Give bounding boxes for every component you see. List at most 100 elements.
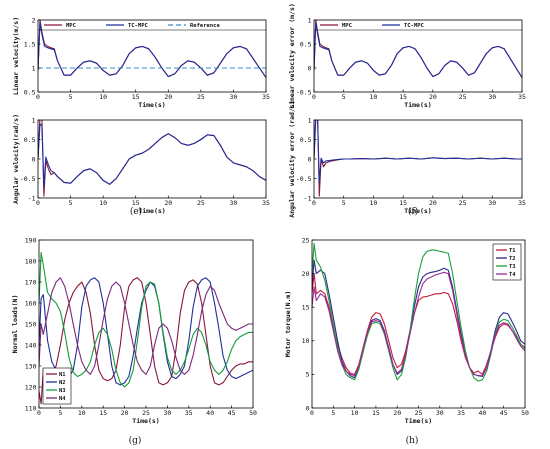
y-axis-label: Normal loads(N) xyxy=(11,295,19,354)
legend-label: N2 xyxy=(59,380,66,386)
x-tick-label: 35 xyxy=(262,199,270,207)
chart-6: 0 5 10 15 20 25 30 35 40 45 500510152025Time(s)Mot… xyxy=(284,236,529,425)
y-tick-label: 0.5 xyxy=(24,136,36,144)
x-axis-label: Time(s) xyxy=(138,207,165,215)
x-tick-label: 40 xyxy=(478,409,486,417)
x-tick-label: 10 xyxy=(370,199,378,207)
x-axis-label: Time(s) xyxy=(132,417,159,425)
chart-2: 0 5 10 15 20 25 30 35 -1 -0.5 0 0.5 1 Time(s) Angular … xyxy=(12,114,270,215)
legend-label: N1 xyxy=(59,372,66,378)
x-tick-label: 5 xyxy=(342,199,346,207)
series-group xyxy=(314,20,522,78)
y-tick-label: 150 xyxy=(25,320,37,328)
x-tick-label: 5 xyxy=(58,409,62,417)
x-tick-label: 35 xyxy=(518,199,526,207)
y-tick-label: 0.5 xyxy=(24,88,36,96)
y-tick-label: 5 xyxy=(306,371,310,379)
y-tick-label: 10 xyxy=(302,337,310,345)
series-line-t4 xyxy=(312,271,525,377)
x-tick-label: 15 xyxy=(399,93,407,101)
x-tick-label: 15 xyxy=(372,409,380,417)
x-tick-label: 5 xyxy=(69,199,73,207)
legend-label: TC-MPC xyxy=(128,23,148,29)
x-tick-label: 25 xyxy=(142,409,150,417)
panel-label-f: (f) xyxy=(408,206,418,217)
x-tick-label: 5 xyxy=(342,93,346,101)
x-tick-label: 40 xyxy=(206,409,214,417)
series-line-mpc xyxy=(38,120,266,197)
y-tick-label: 140 xyxy=(25,341,37,349)
x-axis-label: Time(s) xyxy=(404,207,431,215)
series-line-t3 xyxy=(312,242,525,382)
axes-frame xyxy=(37,19,267,93)
y-tick-label: 25 xyxy=(302,236,310,244)
legend-item-t4: T4 xyxy=(496,272,516,278)
legend: MPC TC-MPC Reference xyxy=(38,23,266,31)
x-tick-label: 25 xyxy=(197,199,205,207)
x-tick-label: 25 xyxy=(459,93,467,101)
x-tick-label: 5 xyxy=(331,409,335,417)
x-tick-label: 0 xyxy=(312,93,316,101)
y-tick-label: 0.5 xyxy=(300,136,312,144)
panel-label-h: (h) xyxy=(406,435,419,446)
x-tick-label: 5 xyxy=(69,93,73,101)
legend-item-reference: Reference xyxy=(168,23,220,29)
x-axis-label: Time(s) xyxy=(404,101,431,109)
legend: N1 N2 N3 N4 xyxy=(42,367,72,405)
y-tick-label: -0.5 xyxy=(20,175,36,183)
x-tick-label: 30 xyxy=(163,409,171,417)
x-tick-label: 30 xyxy=(488,93,496,101)
panel-label-e: (e) xyxy=(130,206,142,217)
legend-label: N4 xyxy=(59,396,66,402)
y-tick-label: 130 xyxy=(25,362,37,370)
x-tick-label: 50 xyxy=(521,409,529,417)
x-tick-label: 10 xyxy=(78,409,86,417)
legend-item-n4: N4 xyxy=(46,396,66,402)
y-tick-label: 20 xyxy=(302,270,310,278)
x-tick-label: 15 xyxy=(132,199,140,207)
y-tick-label: -0.5 xyxy=(296,88,312,96)
legend-item-n2: N2 xyxy=(46,380,66,386)
x-tick-label: 25 xyxy=(197,93,205,101)
y-tick-label: 120 xyxy=(25,383,37,391)
x-tick-label: 20 xyxy=(429,93,437,101)
x-tick-label: 10 xyxy=(370,93,378,101)
x-tick-label: 15 xyxy=(132,93,140,101)
legend-label: MPC xyxy=(342,23,352,29)
y-tick-label: 0 xyxy=(32,155,36,163)
x-tick-label: 30 xyxy=(230,199,238,207)
legend-item-mpc: MPC xyxy=(44,23,76,29)
y-tick-label: 1 xyxy=(308,116,312,124)
x-tick-label: 20 xyxy=(164,93,172,101)
legend-label: T4 xyxy=(509,272,516,278)
legend-label: T1 xyxy=(509,248,516,254)
legend-item-mpc: MPC xyxy=(320,23,352,29)
legend-item-tc-mpc: TC-MPC xyxy=(106,23,148,29)
y-tick-label: 170 xyxy=(25,278,37,286)
x-tick-label: 20 xyxy=(393,409,401,417)
x-tick-label: 20 xyxy=(164,199,172,207)
y-tick-label: 180 xyxy=(25,257,37,265)
y-tick-label: 0 xyxy=(308,155,312,163)
legend-item-n3: N3 xyxy=(46,388,66,394)
y-axis-label: Linear velocity(m/s) xyxy=(12,17,20,95)
x-tick-label: 35 xyxy=(457,409,465,417)
series-group xyxy=(314,120,522,197)
x-tick-label: 20 xyxy=(429,199,437,207)
series-group xyxy=(312,242,525,382)
legend-label: T3 xyxy=(509,264,516,270)
x-tick-label: 0 xyxy=(36,93,40,101)
series-line-tc-mpc xyxy=(38,123,266,187)
y-axis-label: Angular velocity(rad/s) xyxy=(12,114,20,204)
legend: T1 T2 T3 T4 xyxy=(492,243,522,281)
series-group xyxy=(38,120,266,197)
series-line-n4 xyxy=(39,277,253,375)
y-tick-label: 190 xyxy=(25,236,37,244)
y-tick-label: 1.5 xyxy=(24,40,36,48)
x-tick-label: 45 xyxy=(228,409,236,417)
y-tick-label: 1 xyxy=(308,16,312,24)
y-tick-label: 110 xyxy=(25,404,37,412)
